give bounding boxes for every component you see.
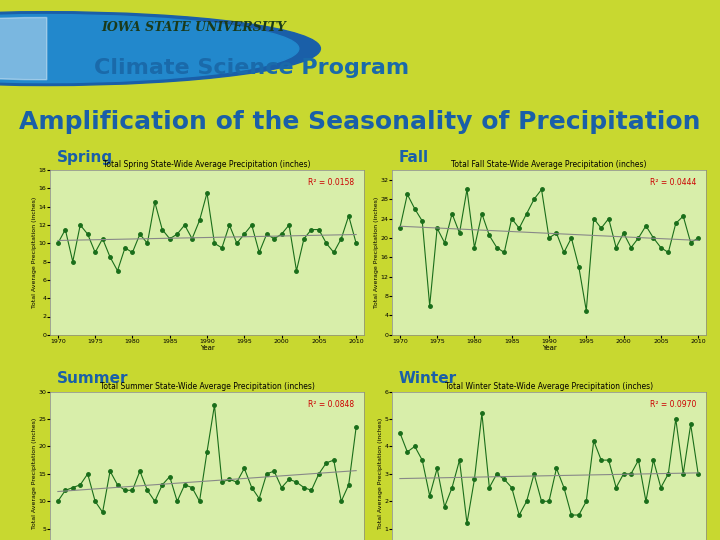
Text: Winter: Winter	[399, 371, 456, 386]
Text: Amplification of the Seasonality of Precipitation: Amplification of the Seasonality of Prec…	[19, 110, 701, 133]
Text: Climate Science Program: Climate Science Program	[94, 58, 409, 78]
Y-axis label: Total Average Precipitation (inches): Total Average Precipitation (inches)	[374, 197, 379, 308]
Circle shape	[0, 12, 320, 85]
Y-axis label: Total Average Precipitation (inches): Total Average Precipitation (inches)	[378, 418, 383, 530]
Text: R² = 0.0158: R² = 0.0158	[308, 178, 354, 187]
Text: R² = 0.0444: R² = 0.0444	[650, 178, 696, 187]
Text: R² = 0.0848: R² = 0.0848	[308, 400, 354, 409]
X-axis label: Year: Year	[199, 346, 215, 352]
Text: Spring: Spring	[57, 150, 113, 165]
Y-axis label: Total Average Precipitation (inches): Total Average Precipitation (inches)	[32, 418, 37, 530]
Title: Total Fall State-Wide Average Precipitation (inches): Total Fall State-Wide Average Precipitat…	[451, 160, 647, 170]
Title: Total Summer State-Wide Average Precipitation (inches): Total Summer State-Wide Average Precipit…	[99, 382, 315, 391]
Y-axis label: Total Average Precipitation (inches): Total Average Precipitation (inches)	[32, 197, 37, 308]
Text: Summer: Summer	[57, 371, 128, 386]
Title: Total Spring State-Wide Average Precipitation (inches): Total Spring State-Wide Average Precipit…	[103, 160, 311, 170]
Title: Total Winter State-Wide Average Precipitation (inches): Total Winter State-Wide Average Precipit…	[445, 382, 653, 391]
X-axis label: Year: Year	[541, 346, 557, 352]
Wedge shape	[0, 17, 47, 80]
Circle shape	[0, 15, 299, 83]
Text: R² = 0.0970: R² = 0.0970	[650, 400, 696, 409]
Text: IOWA STATE UNIVERSITY: IOWA STATE UNIVERSITY	[101, 21, 286, 33]
Text: Fall: Fall	[399, 150, 429, 165]
